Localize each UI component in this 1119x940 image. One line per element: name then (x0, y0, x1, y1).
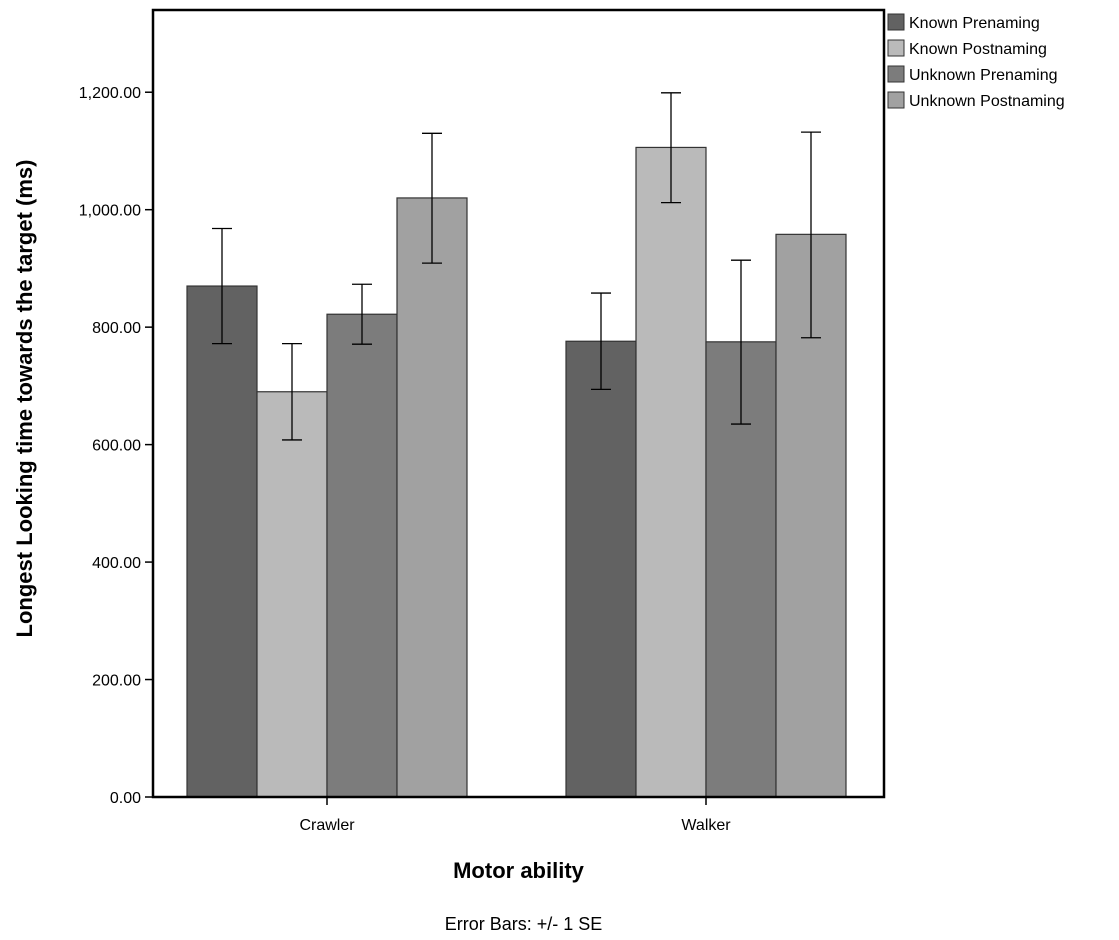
y-tick-label: 1,200.00 (79, 85, 141, 102)
bar (396, 197, 468, 798)
y-axis-title: Longest Looking time towards the target … (12, 160, 37, 638)
y-axis: 0.00 200.00 400.00 600.00 800.00 1,000.00 1,20… (79, 85, 153, 807)
legend-label: Known Prenaming (909, 15, 1040, 32)
y-tick-label: 0.00 (110, 790, 141, 807)
x-axis: Crawler Walker (299, 797, 731, 834)
x-axis-title: Motor ability (453, 858, 585, 883)
y-tick-label: 400.00 (92, 555, 141, 572)
legend-swatch (887, 65, 905, 83)
legend-label: Unknown Prenaming (909, 67, 1058, 84)
error-bars (212, 92, 821, 441)
legend-swatch (887, 13, 905, 31)
y-tick-label: 600.00 (92, 438, 141, 455)
legend-label: Unknown Postnaming (909, 93, 1065, 110)
legend: Known Prenaming Known Postnaming Unknown P… (887, 13, 1065, 110)
plot-frame (151, 8, 886, 799)
bar (565, 340, 637, 798)
x-tick-label: Crawler (299, 817, 355, 834)
error-bars-note: Error Bars: +/- 1 SE (445, 914, 603, 934)
legend-swatch (887, 91, 905, 109)
y-tick-label: 1,000.00 (79, 203, 141, 220)
bar (186, 285, 258, 798)
bar (256, 391, 328, 798)
y-tick-label: 200.00 (92, 673, 141, 690)
legend-label: Known Postnaming (909, 41, 1047, 58)
legend-swatch (887, 39, 905, 57)
bars (186, 146, 847, 798)
bar (326, 313, 398, 798)
y-tick-label: 800.00 (92, 320, 141, 337)
bar (635, 146, 707, 798)
x-tick-label: Walker (681, 817, 731, 834)
